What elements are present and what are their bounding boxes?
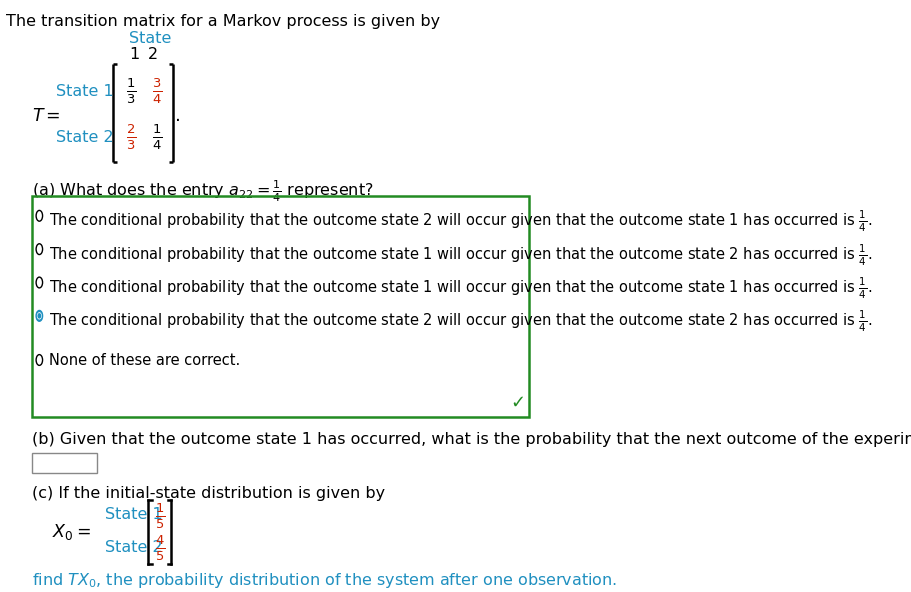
Text: find $TX_0$, the probability distribution of the system after one observation.: find $TX_0$, the probability distributio… <box>32 571 617 590</box>
Text: State 1: State 1 <box>105 507 162 523</box>
Text: 2: 2 <box>148 47 158 62</box>
Text: (a) What does the entry $a_{22} = \frac{1}{4}$ represent?: (a) What does the entry $a_{22} = \frac{… <box>32 179 374 204</box>
Text: $\frac{1}{4}$: $\frac{1}{4}$ <box>152 123 162 152</box>
Text: The conditional probability that the outcome state 1 will occur given that the o: The conditional probability that the out… <box>49 276 872 301</box>
Text: The conditional probability that the outcome state 2 will occur given that the o: The conditional probability that the out… <box>49 209 872 234</box>
Text: State: State <box>129 31 171 46</box>
Text: The transition matrix for a Markov process is given by: The transition matrix for a Markov proce… <box>5 14 439 29</box>
Text: The conditional probability that the outcome state 2 will occur given that the o: The conditional probability that the out… <box>49 309 872 334</box>
Bar <box>32 196 527 417</box>
Text: $\frac{1}{3}$: $\frac{1}{3}$ <box>126 76 136 106</box>
Text: $T=$: $T=$ <box>32 107 61 125</box>
Text: $\frac{4}{5}$: $\frac{4}{5}$ <box>154 533 165 563</box>
Text: 1: 1 <box>129 47 139 62</box>
Text: .: . <box>175 106 180 126</box>
Text: (b) Given that the outcome state 1 has occurred, what is the probability that th: (b) Given that the outcome state 1 has o… <box>32 432 911 446</box>
Circle shape <box>38 314 40 318</box>
Text: ✓: ✓ <box>509 394 525 412</box>
Circle shape <box>36 310 43 321</box>
Text: $\frac{2}{3}$: $\frac{2}{3}$ <box>126 123 136 152</box>
Circle shape <box>37 313 41 319</box>
Text: $\frac{3}{4}$: $\frac{3}{4}$ <box>152 76 162 106</box>
Text: State 2: State 2 <box>105 540 162 555</box>
Text: $X_0 =$: $X_0 =$ <box>52 522 90 542</box>
Text: The conditional probability that the outcome state 1 will occur given that the o: The conditional probability that the out… <box>49 242 872 268</box>
Text: (c) If the initial-state distribution is given by: (c) If the initial-state distribution is… <box>32 485 385 501</box>
Text: None of these are correct.: None of these are correct. <box>49 353 241 368</box>
Text: State 1: State 1 <box>56 83 113 99</box>
Text: State 2: State 2 <box>56 130 113 145</box>
Bar <box>32 453 97 473</box>
Text: $\frac{1}{5}$: $\frac{1}{5}$ <box>154 501 165 530</box>
